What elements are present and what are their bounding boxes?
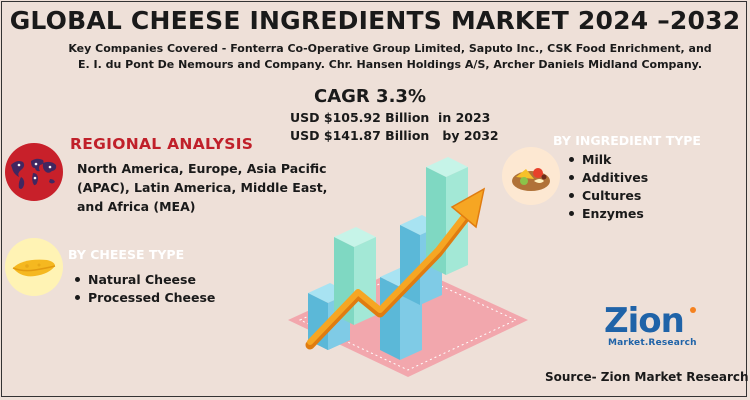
list-item: Additives [566, 169, 648, 187]
regional-text: North America, Europe, Asia Pacific (APA… [77, 161, 328, 214]
ingredient-type-heading: BY INGREDIENT TYPE [553, 133, 701, 148]
growth-arrow-icon [305, 187, 486, 350]
market-value-row-2032: USD $141.87 Billion by 2032 [290, 127, 530, 145]
world-map-icon [5, 143, 63, 201]
growth-chart-illustration [288, 157, 528, 377]
logo-main-text: Zion [604, 301, 685, 341]
market-value-row-2023: USD $105.92 Billion in 2023 [290, 109, 530, 127]
list-item: Cultures [566, 187, 648, 205]
zion-logo: Zion Market.Research [598, 303, 718, 353]
cheese-slice-icon [5, 238, 63, 296]
food-plate-icon [502, 147, 560, 205]
market-value: USD $105.92 Billion [290, 110, 430, 125]
market-values: USD $105.92 Billion in 2023 USD $141.87 … [290, 109, 530, 145]
market-year: by 2032 [442, 128, 499, 143]
market-value: USD $141.87 Billion [290, 128, 430, 143]
source-text: Source- Zion Market Research [545, 370, 749, 384]
list-item: Natural Cheese [72, 271, 215, 289]
companies-text: Key Companies Covered - Fonterra Co-Oper… [60, 41, 720, 73]
list-item: Milk [566, 151, 648, 169]
page-title: GLOBAL CHEESE INGREDIENTS MARKET 2024 –2… [9, 6, 741, 35]
bar-1 [308, 283, 350, 350]
cheese-type-list: Natural Cheese Processed Cheese [72, 271, 215, 307]
cagr-label: CAGR 3.3% [314, 86, 426, 107]
companies-line-2: E. I. du Pont De Nemours and Company. Ch… [77, 58, 703, 71]
logo-dot [690, 307, 696, 313]
logo-sub-text: Market.Research [608, 338, 697, 348]
list-item: Processed Cheese [72, 289, 215, 307]
ingredient-type-list: Milk Additives Cultures Enzymes [566, 151, 648, 223]
companies-line-1: Key Companies Covered - Fonterra Co-Oper… [68, 42, 712, 55]
market-year: in 2023 [438, 110, 491, 125]
regional-heading: REGIONAL ANALYSIS [70, 135, 254, 153]
list-item: Enzymes [566, 205, 648, 223]
cheese-type-heading: BY CHEESE TYPE [68, 247, 185, 262]
